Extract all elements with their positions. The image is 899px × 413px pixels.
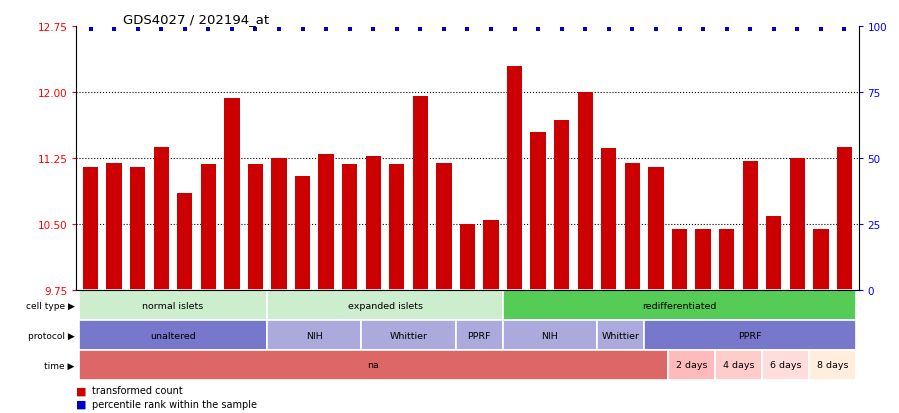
Bar — [413, 97, 428, 291]
Text: cell type ▶: cell type ▶ — [26, 301, 75, 310]
Bar — [459, 225, 476, 291]
Text: unaltered: unaltered — [150, 331, 196, 340]
Bar — [130, 168, 146, 291]
Bar — [597, 320, 645, 350]
Bar — [507, 66, 522, 291]
Bar — [83, 168, 98, 291]
Bar — [503, 291, 856, 320]
Text: normal islets: normal islets — [142, 301, 204, 310]
Text: PPRF: PPRF — [738, 331, 762, 340]
Text: Whittier: Whittier — [601, 331, 639, 340]
Bar — [106, 163, 121, 291]
Bar — [177, 194, 192, 291]
Bar — [361, 320, 456, 350]
Bar — [79, 291, 267, 320]
Text: 4 days: 4 days — [723, 361, 754, 370]
Bar — [578, 93, 593, 291]
Text: na: na — [368, 361, 379, 370]
Text: NIH: NIH — [541, 331, 558, 340]
Bar — [762, 350, 809, 380]
Text: percentile rank within the sample: percentile rank within the sample — [92, 399, 257, 409]
Text: transformed count: transformed count — [92, 385, 182, 395]
Text: 8 days: 8 days — [817, 361, 849, 370]
Bar — [672, 229, 687, 291]
Bar — [601, 148, 617, 291]
Text: time ▶: time ▶ — [44, 361, 75, 370]
Text: 6 days: 6 days — [770, 361, 801, 370]
Bar — [436, 163, 451, 291]
Bar — [79, 350, 668, 380]
Bar — [715, 350, 762, 380]
Bar — [530, 133, 546, 291]
Bar — [248, 165, 263, 291]
Bar — [318, 154, 334, 291]
Bar — [766, 216, 781, 291]
Bar — [456, 320, 503, 350]
Bar — [484, 221, 499, 291]
Bar — [837, 147, 852, 291]
Text: NIH: NIH — [306, 331, 323, 340]
Bar — [696, 229, 711, 291]
Text: expanded islets: expanded islets — [348, 301, 423, 310]
Bar — [503, 320, 597, 350]
Bar — [342, 165, 357, 291]
Text: ■: ■ — [76, 399, 87, 409]
Bar — [271, 159, 287, 291]
Bar — [648, 168, 663, 291]
Bar — [389, 165, 405, 291]
Bar — [668, 350, 715, 380]
Bar — [154, 147, 169, 291]
Bar — [224, 99, 239, 291]
Bar — [554, 121, 569, 291]
Text: Whittier: Whittier — [389, 331, 428, 340]
Bar — [809, 350, 856, 380]
Bar — [366, 157, 381, 291]
Bar — [719, 229, 734, 291]
Bar — [267, 320, 361, 350]
Bar — [645, 320, 856, 350]
Bar — [295, 176, 310, 291]
Text: PPRF: PPRF — [467, 331, 491, 340]
Bar — [789, 159, 805, 291]
Text: protocol ▶: protocol ▶ — [28, 331, 75, 340]
Text: 2 days: 2 days — [675, 361, 707, 370]
Bar — [625, 163, 640, 291]
Bar — [814, 229, 829, 291]
Text: GDS4027 / 202194_at: GDS4027 / 202194_at — [123, 13, 270, 26]
Bar — [743, 161, 758, 291]
Text: redifferentiated: redifferentiated — [642, 301, 717, 310]
Text: ■: ■ — [76, 385, 87, 395]
Bar — [79, 320, 267, 350]
Bar — [200, 165, 216, 291]
Bar — [267, 291, 503, 320]
